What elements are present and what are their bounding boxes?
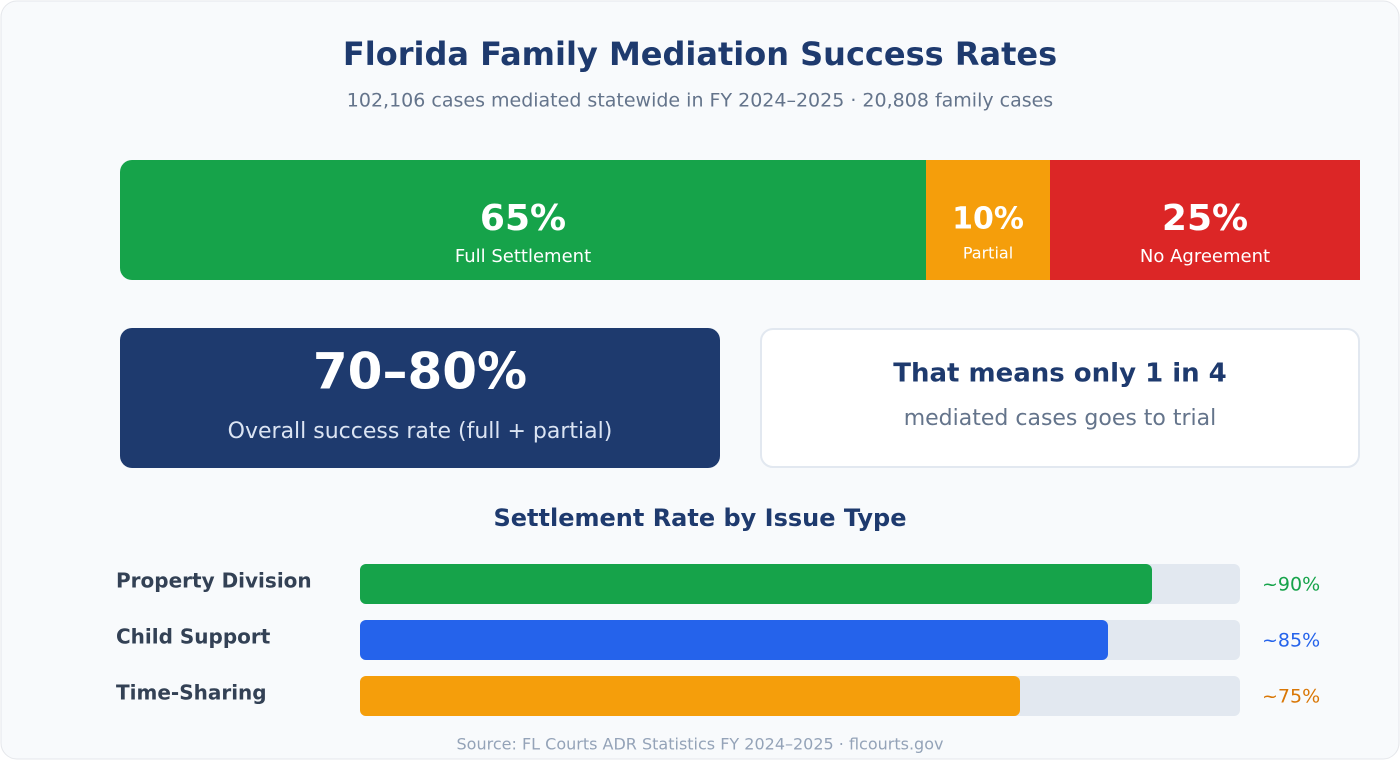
card-label: Overall success rate (full + partial) (228, 419, 613, 444)
value-label: ~90% (1262, 574, 1320, 596)
subtitle: 102,106 cases mediated statewide in FY 2… (347, 90, 1053, 112)
bar-segment (120, 160, 926, 280)
category-label: Time-Sharing (116, 681, 267, 705)
segment-label: Full Settlement (455, 246, 591, 267)
stacked-bar (120, 160, 1360, 280)
segment-label: Partial (963, 244, 1013, 263)
value-label: ~85% (1262, 630, 1320, 652)
source: Source: FL Courts ADR Statistics FY 2024… (457, 735, 944, 754)
card (120, 328, 720, 468)
bar (360, 676, 1020, 716)
card-value: 70–80% (313, 343, 527, 401)
bar-segment (926, 160, 1050, 280)
card-text: mediated cases goes to trial (904, 406, 1217, 431)
section-title: Settlement Rate by Issue Type (493, 504, 906, 532)
title: Florida Family Mediation Success Rates (343, 35, 1057, 73)
category-label: Child Support (116, 625, 271, 649)
value-label: 25% (1162, 198, 1248, 239)
value-label: 65% (480, 198, 566, 239)
card-headline: That means only 1 in 4 (893, 359, 1227, 389)
card (760, 328, 1360, 468)
bar-segment (1050, 160, 1360, 280)
bar (360, 620, 1108, 660)
value-label: 10% (952, 202, 1024, 237)
category-label: Property Division (116, 569, 312, 593)
segment-label: No Agreement (1140, 246, 1270, 267)
bar (360, 564, 1152, 604)
value-label: ~75% (1262, 686, 1320, 708)
